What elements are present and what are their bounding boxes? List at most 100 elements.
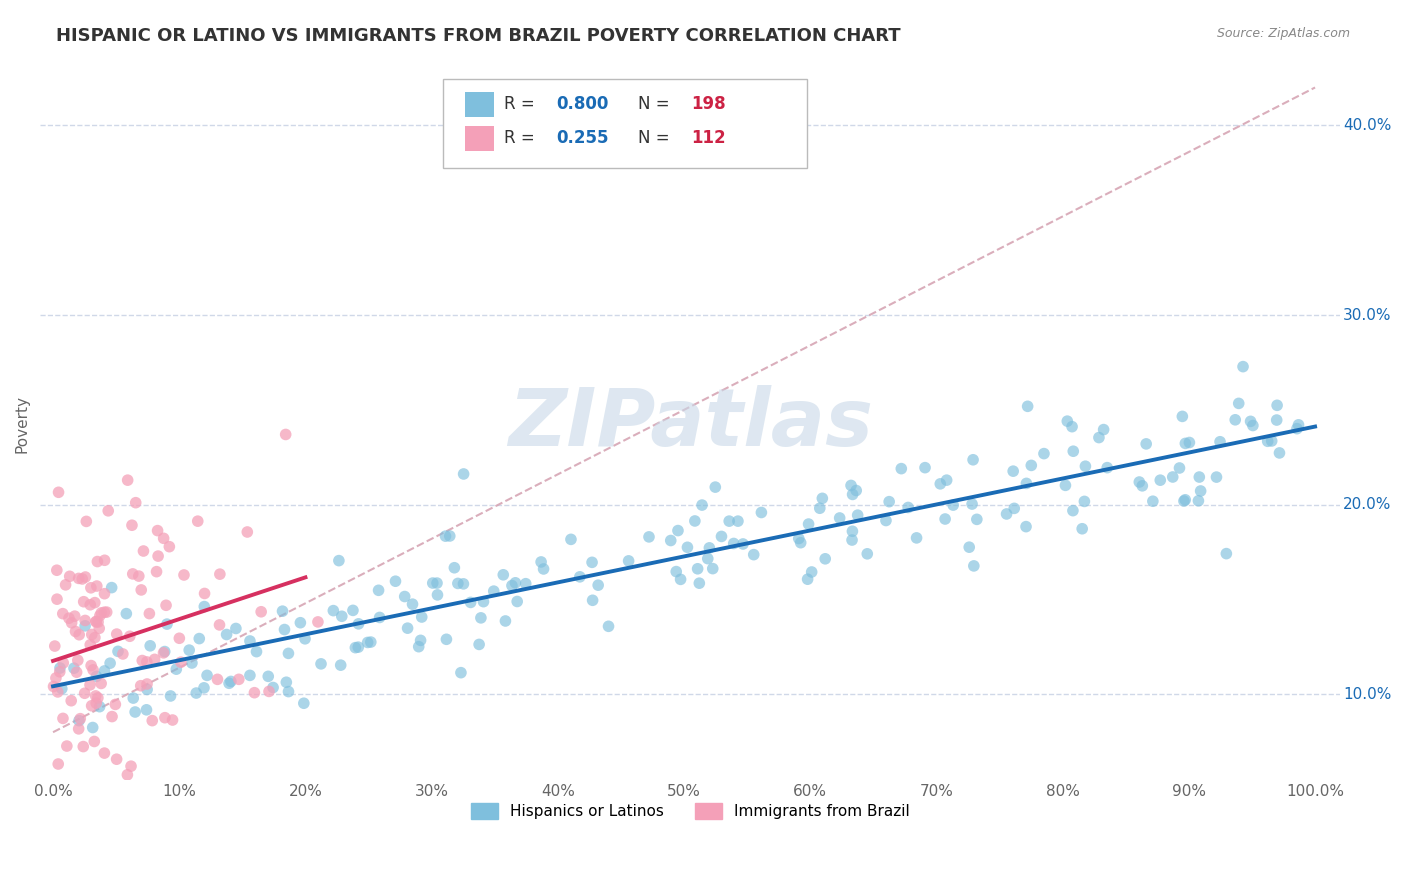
Point (67, 722, 90, 736)
Point (169, 632, 191, 646)
Point (1015, 519, 1038, 533)
Point (236, 524, 259, 539)
Point (145, 565, 167, 579)
Point (207, 673, 229, 687)
Point (63, 609, 86, 624)
Point (80, 627, 103, 641)
Point (1178, 435, 1201, 450)
Point (67, 571, 90, 585)
Point (93, 587, 115, 601)
Point (218, 676, 240, 690)
Point (330, 609, 353, 624)
Point (59, 569, 82, 583)
Point (66, 665, 89, 680)
Point (135, 655, 157, 669)
Point (905, 531, 928, 545)
Text: Source: ZipAtlas.com: Source: ZipAtlas.com (1216, 27, 1350, 40)
Point (506, 594, 529, 608)
Text: R =: R = (505, 129, 540, 147)
Point (436, 632, 458, 647)
Point (1174, 492, 1197, 507)
Point (811, 491, 834, 506)
Point (136, 677, 159, 691)
Point (86, 555, 108, 569)
Point (193, 599, 215, 614)
Point (460, 595, 482, 609)
Point (117, 473, 139, 487)
Point (146, 549, 169, 563)
Point (935, 473, 957, 487)
Point (55, 578, 77, 592)
Point (1168, 461, 1191, 475)
Point (179, 643, 201, 657)
Point (141, 714, 163, 728)
Point (153, 711, 176, 725)
Point (80, 658, 103, 673)
Point (243, 686, 266, 700)
Point (46, 791, 69, 805)
Text: 20.0%: 20.0% (1343, 497, 1392, 512)
Point (49, 665, 72, 679)
Point (225, 622, 247, 636)
Point (344, 640, 367, 655)
Point (135, 703, 157, 717)
Point (1265, 398, 1288, 412)
Point (929, 476, 952, 491)
Point (309, 657, 332, 671)
Point (470, 611, 492, 625)
Point (84, 615, 107, 629)
Point (1073, 494, 1095, 508)
Point (789, 535, 811, 549)
Point (409, 633, 432, 648)
Point (676, 541, 699, 555)
Point (453, 467, 475, 481)
Text: R =: R = (505, 95, 540, 113)
Point (44, 639, 66, 653)
FancyBboxPatch shape (443, 79, 807, 168)
Point (53, 799, 76, 814)
Point (104, 698, 127, 712)
Point (690, 498, 713, 512)
Point (165, 662, 187, 676)
Point (533, 562, 555, 576)
Point (1130, 479, 1153, 493)
Text: 112: 112 (692, 129, 727, 147)
Point (79, 638, 101, 652)
Point (718, 514, 741, 528)
Point (1174, 436, 1197, 450)
Point (107, 644, 129, 658)
Point (79, 598, 101, 612)
Point (136, 682, 159, 697)
Point (193, 586, 215, 600)
Point (322, 604, 344, 618)
Point (669, 573, 692, 587)
Point (1002, 501, 1025, 516)
Point (468, 637, 491, 651)
Point (67, 714, 90, 728)
Point (411, 610, 433, 624)
Point (914, 460, 936, 475)
Point (129, 582, 152, 597)
Point (796, 572, 818, 586)
Point (117, 768, 139, 782)
Point (159, 689, 181, 703)
Point (262, 681, 284, 695)
Point (1015, 476, 1038, 491)
Point (1189, 483, 1212, 498)
Point (208, 618, 231, 632)
Point (90, 606, 112, 620)
Text: HISPANIC OR LATINO VS IMMIGRANTS FROM BRAZIL POVERTY CORRELATION CHART: HISPANIC OR LATINO VS IMMIGRANTS FROM BR… (56, 27, 901, 45)
Point (83, 631, 105, 645)
Point (52, 711, 75, 725)
Point (1171, 409, 1194, 424)
Point (239, 634, 262, 648)
Point (704, 480, 727, 494)
Point (86, 579, 108, 593)
Point (962, 452, 984, 467)
Point (482, 584, 505, 599)
Point (450, 665, 472, 680)
Point (347, 640, 370, 655)
Point (152, 646, 174, 660)
Point (568, 570, 591, 584)
Point (96, 605, 118, 619)
